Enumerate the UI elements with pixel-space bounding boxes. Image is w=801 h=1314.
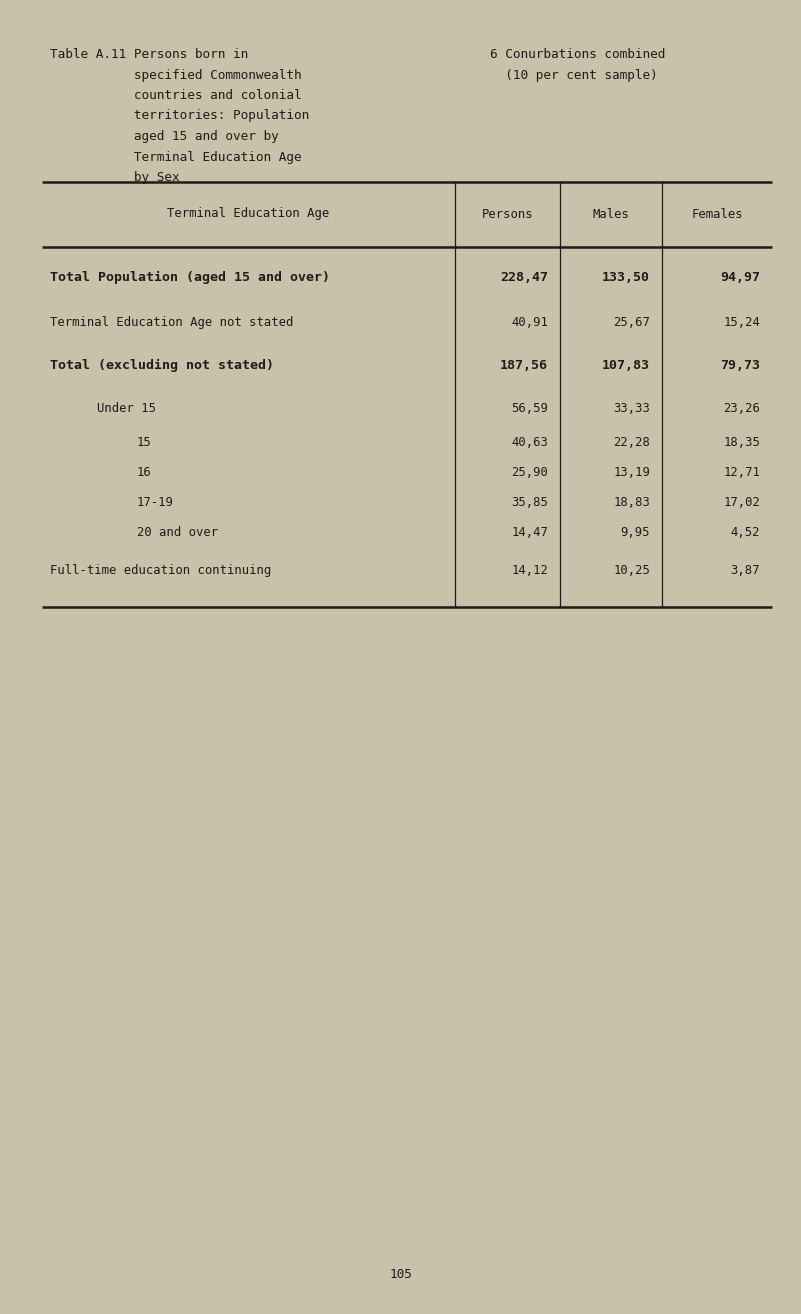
- Text: Table A.11 Persons born in: Table A.11 Persons born in: [50, 49, 248, 60]
- Text: 40,91: 40,91: [511, 315, 548, 328]
- Text: countries and colonial: countries and colonial: [50, 89, 302, 102]
- Text: 23,26: 23,26: [723, 402, 760, 415]
- Text: specified Commonwealth: specified Commonwealth: [50, 68, 302, 81]
- Text: 40,63: 40,63: [511, 436, 548, 449]
- Text: 10,25: 10,25: [613, 564, 650, 577]
- Text: Terminal Education Age not stated: Terminal Education Age not stated: [50, 315, 293, 328]
- Text: Terminal Education Age: Terminal Education Age: [167, 208, 330, 221]
- Text: 94,97: 94,97: [720, 271, 760, 284]
- Text: Total Population (aged 15 and over): Total Population (aged 15 and over): [50, 271, 330, 284]
- Text: 105: 105: [389, 1268, 412, 1281]
- Text: Persons: Persons: [481, 208, 533, 221]
- Text: 15: 15: [137, 436, 151, 449]
- Text: 17-19: 17-19: [137, 495, 174, 509]
- Text: 25,90: 25,90: [511, 466, 548, 478]
- Text: aged 15 and over by: aged 15 and over by: [50, 130, 279, 143]
- Text: by Sex: by Sex: [50, 171, 179, 184]
- Text: 18,35: 18,35: [723, 436, 760, 449]
- Text: Total (excluding not stated): Total (excluding not stated): [50, 359, 274, 372]
- Text: 4,52: 4,52: [731, 526, 760, 539]
- Text: 3,87: 3,87: [731, 564, 760, 577]
- Text: 13,19: 13,19: [613, 466, 650, 478]
- Text: Full-time education continuing: Full-time education continuing: [50, 564, 272, 577]
- Text: 17,02: 17,02: [723, 495, 760, 509]
- Text: 33,33: 33,33: [613, 402, 650, 415]
- Text: 14,12: 14,12: [511, 564, 548, 577]
- Text: Males: Males: [593, 208, 630, 221]
- Text: (10 per cent sample): (10 per cent sample): [490, 68, 658, 81]
- Text: 22,28: 22,28: [613, 436, 650, 449]
- Text: 56,59: 56,59: [511, 402, 548, 415]
- Text: 18,83: 18,83: [613, 495, 650, 509]
- Text: 15,24: 15,24: [723, 315, 760, 328]
- Text: 12,71: 12,71: [723, 466, 760, 478]
- Text: 79,73: 79,73: [720, 359, 760, 372]
- Text: 25,67: 25,67: [613, 315, 650, 328]
- Text: Under 15: Under 15: [97, 402, 156, 415]
- Text: 107,83: 107,83: [602, 359, 650, 372]
- Text: 6 Conurbations combined: 6 Conurbations combined: [490, 49, 666, 60]
- Text: 14,47: 14,47: [511, 526, 548, 539]
- Text: Females: Females: [691, 208, 743, 221]
- Text: 187,56: 187,56: [500, 359, 548, 372]
- Text: Terminal Education Age: Terminal Education Age: [50, 151, 302, 163]
- Text: territories: Population: territories: Population: [50, 109, 309, 122]
- Text: 9,95: 9,95: [621, 526, 650, 539]
- Text: 16: 16: [137, 466, 151, 478]
- Text: 20 and over: 20 and over: [137, 526, 218, 539]
- Text: 35,85: 35,85: [511, 495, 548, 509]
- Text: 133,50: 133,50: [602, 271, 650, 284]
- Text: 228,47: 228,47: [500, 271, 548, 284]
